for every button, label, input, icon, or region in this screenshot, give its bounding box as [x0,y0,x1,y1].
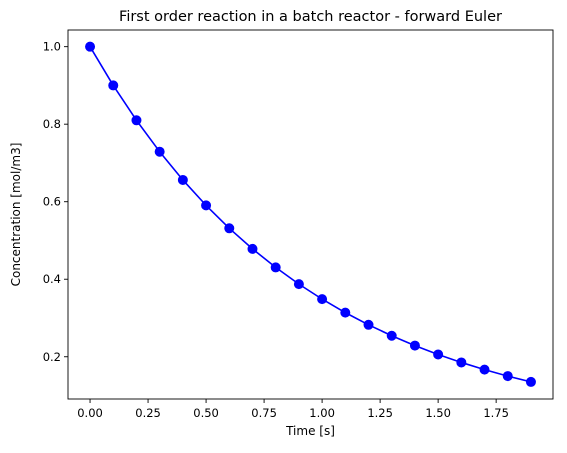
chart-title: First order reaction in a batch reactor … [119,9,502,25]
data-point [108,80,119,91]
data-point [340,307,351,318]
data-point [154,146,165,157]
x-tick-label: 1.50 [425,406,451,420]
data-point [363,319,374,330]
y-tick-label: 0.8 [43,117,61,131]
series-line [89,46,532,383]
x-tick-label: 1.75 [483,406,509,420]
x-tick-label: 1.00 [309,406,335,420]
y-tick-label: 0.4 [43,272,61,286]
data-point [270,262,281,273]
x-tick-label: 0.00 [77,406,103,420]
data-point [247,243,258,254]
axes: 0.00 0.25 0.50 0.75 1.00 1.25 1.50 1.75 0.2 0.4 0.… [43,29,554,420]
x-axis-label: Time [s] [285,424,335,438]
data-point [456,357,467,368]
data-point [293,279,304,290]
data-point [386,330,397,341]
data-point [525,376,536,387]
x-tick-label: 0.75 [251,406,277,420]
x-tick-label: 1.25 [367,406,393,420]
x-tick-label: 0.25 [135,406,161,420]
data-point [479,364,490,375]
data-point [177,174,188,185]
y-tick-label: 0.2 [43,350,61,364]
data-point [85,41,96,52]
data-point [224,223,235,234]
data-point [409,340,420,351]
data-point [502,371,513,382]
data-point [131,115,142,126]
y-tick-label: 1.0 [43,40,61,54]
data-point [317,294,328,305]
plot-area [85,41,536,387]
y-tick-label: 0.6 [43,195,61,209]
x-tick-label: 0.50 [193,406,219,420]
data-point [201,200,212,211]
y-axis-label: Concentration [mol/m3] [9,143,23,287]
data-point [433,349,444,360]
axes-frame [67,29,554,400]
